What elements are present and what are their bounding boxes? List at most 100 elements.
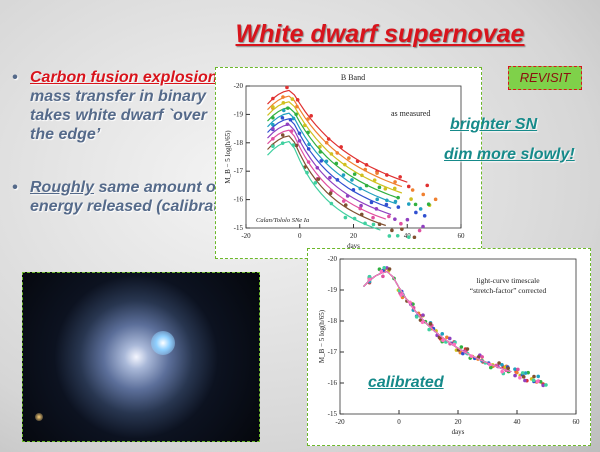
observation	[488, 363, 492, 367]
x-tick-label: 60	[458, 232, 466, 240]
x-axis-label: days	[452, 428, 465, 436]
x-tick-label: 60	[573, 418, 581, 426]
observation	[295, 144, 299, 148]
y-tick-label: -17	[234, 167, 244, 175]
observation	[415, 315, 419, 319]
y-tick-label: -20	[234, 82, 244, 90]
observation	[368, 278, 372, 282]
observation	[306, 117, 310, 121]
observation	[394, 200, 398, 204]
observation	[271, 105, 275, 109]
observation	[429, 322, 433, 326]
callout: dim more slowly!	[444, 146, 575, 164]
observation	[536, 375, 540, 379]
observation	[523, 379, 527, 383]
observation	[532, 379, 536, 383]
observation	[314, 181, 318, 185]
observation	[328, 176, 332, 180]
observation	[286, 122, 290, 126]
y-tick-label: -15	[234, 224, 244, 232]
observation	[421, 320, 425, 324]
observation	[419, 207, 423, 211]
observation	[378, 222, 382, 226]
observation	[427, 202, 431, 206]
observation	[370, 201, 374, 205]
observation	[452, 343, 456, 347]
observation	[336, 178, 340, 182]
observation	[522, 375, 526, 379]
observation	[387, 215, 391, 219]
observation	[413, 235, 417, 239]
x-tick-label: -20	[241, 232, 251, 240]
observation	[281, 133, 285, 137]
bright-spot	[151, 331, 175, 355]
observation	[489, 366, 493, 370]
observation	[497, 361, 501, 365]
observation	[544, 383, 548, 387]
observation	[285, 86, 289, 90]
bullet-dot: •	[12, 68, 18, 87]
observation	[290, 129, 294, 133]
observation	[425, 184, 429, 188]
galaxy-photo	[22, 272, 260, 442]
observation	[344, 216, 348, 220]
observation	[365, 184, 369, 188]
observation	[397, 205, 401, 209]
observation	[373, 178, 377, 182]
y-tick-label: -15	[328, 410, 338, 418]
observation	[480, 355, 484, 359]
observation	[516, 368, 520, 372]
x-tick-label: 40	[514, 418, 522, 426]
observation	[382, 266, 386, 270]
observation	[460, 345, 464, 349]
y-tick-label: -17	[328, 348, 338, 356]
bullet: • Roughly same amount of energy released…	[12, 178, 235, 216]
plot-note: light-curve timescale	[476, 276, 540, 285]
y-tick-label: -16	[234, 196, 244, 204]
observation	[330, 202, 334, 206]
observation	[281, 141, 285, 145]
observation	[339, 145, 343, 149]
y-tick-label: -19	[328, 286, 338, 294]
observation	[385, 173, 389, 177]
observation	[414, 203, 418, 207]
observation	[470, 354, 474, 358]
observation	[466, 347, 470, 351]
observation	[358, 207, 362, 211]
observation	[421, 193, 425, 197]
observation	[375, 198, 379, 202]
x-tick-label: 20	[455, 418, 463, 426]
observation	[515, 371, 519, 375]
observation	[500, 370, 504, 374]
observation	[360, 174, 364, 178]
observation	[358, 187, 362, 191]
observation	[400, 227, 404, 231]
plot-top: -200204060-20-19-18-17-16-15daysM_B − 5 …	[215, 67, 482, 259]
observation	[423, 214, 427, 218]
observation	[409, 197, 413, 201]
observation	[441, 338, 445, 342]
observation	[421, 225, 425, 229]
observation	[390, 229, 394, 233]
observation	[327, 137, 331, 141]
observation	[271, 137, 275, 141]
observation	[289, 118, 293, 122]
observation	[360, 213, 364, 217]
observation	[271, 127, 275, 131]
y-tick-label: -18	[234, 139, 244, 147]
observation	[319, 150, 323, 154]
observation	[375, 171, 379, 175]
observation	[407, 235, 411, 239]
observation	[406, 218, 410, 222]
star	[35, 413, 43, 421]
observation	[421, 313, 425, 317]
observation	[378, 186, 382, 190]
revisit-badge: REVISIT	[508, 66, 582, 90]
observation	[506, 366, 510, 370]
observation	[363, 222, 367, 226]
observation	[440, 332, 444, 336]
observation	[407, 202, 411, 206]
observation	[532, 375, 536, 379]
observation	[371, 216, 375, 220]
